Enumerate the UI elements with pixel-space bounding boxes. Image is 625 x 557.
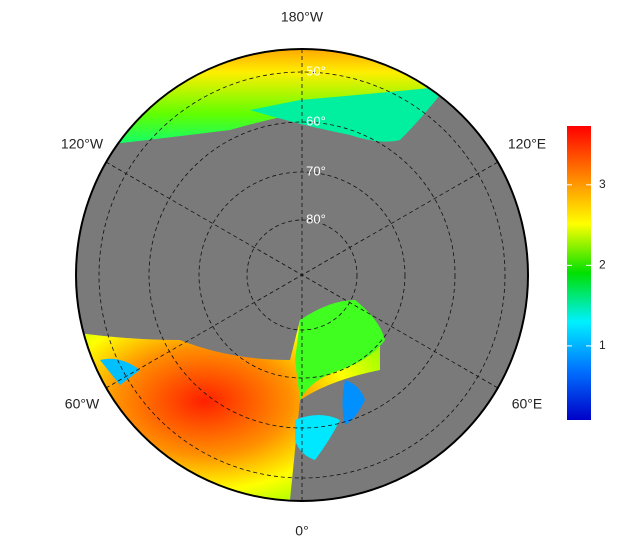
north-sea-field [295,415,340,460]
colorbar [567,126,591,420]
meridian-label: 60°E [512,396,543,412]
meridian [105,161,499,389]
graticule [98,49,506,501]
map-disc [75,48,529,502]
colorbar-tick-label: 1 [599,338,606,352]
meridian-label: 60°W [65,396,100,412]
hudson-field [100,358,140,385]
meridian-label: 120°E [508,136,546,152]
parallel-label: 60° [306,113,326,128]
parallel-label: 80° [306,211,326,226]
parallel-label: 70° [306,163,326,178]
meridian-label: 120°W [61,136,104,152]
norwegian-field [295,300,385,400]
baltic-field [342,380,365,425]
bering-field [250,88,440,142]
meridian-label: 0° [295,523,308,539]
meridian-label: 180°W [281,9,324,25]
parallel-label: 50° [306,63,326,78]
colorbar-tick-label: 2 [599,258,606,272]
colorbar-tick-label: 3 [599,177,606,191]
map-border [75,48,529,502]
